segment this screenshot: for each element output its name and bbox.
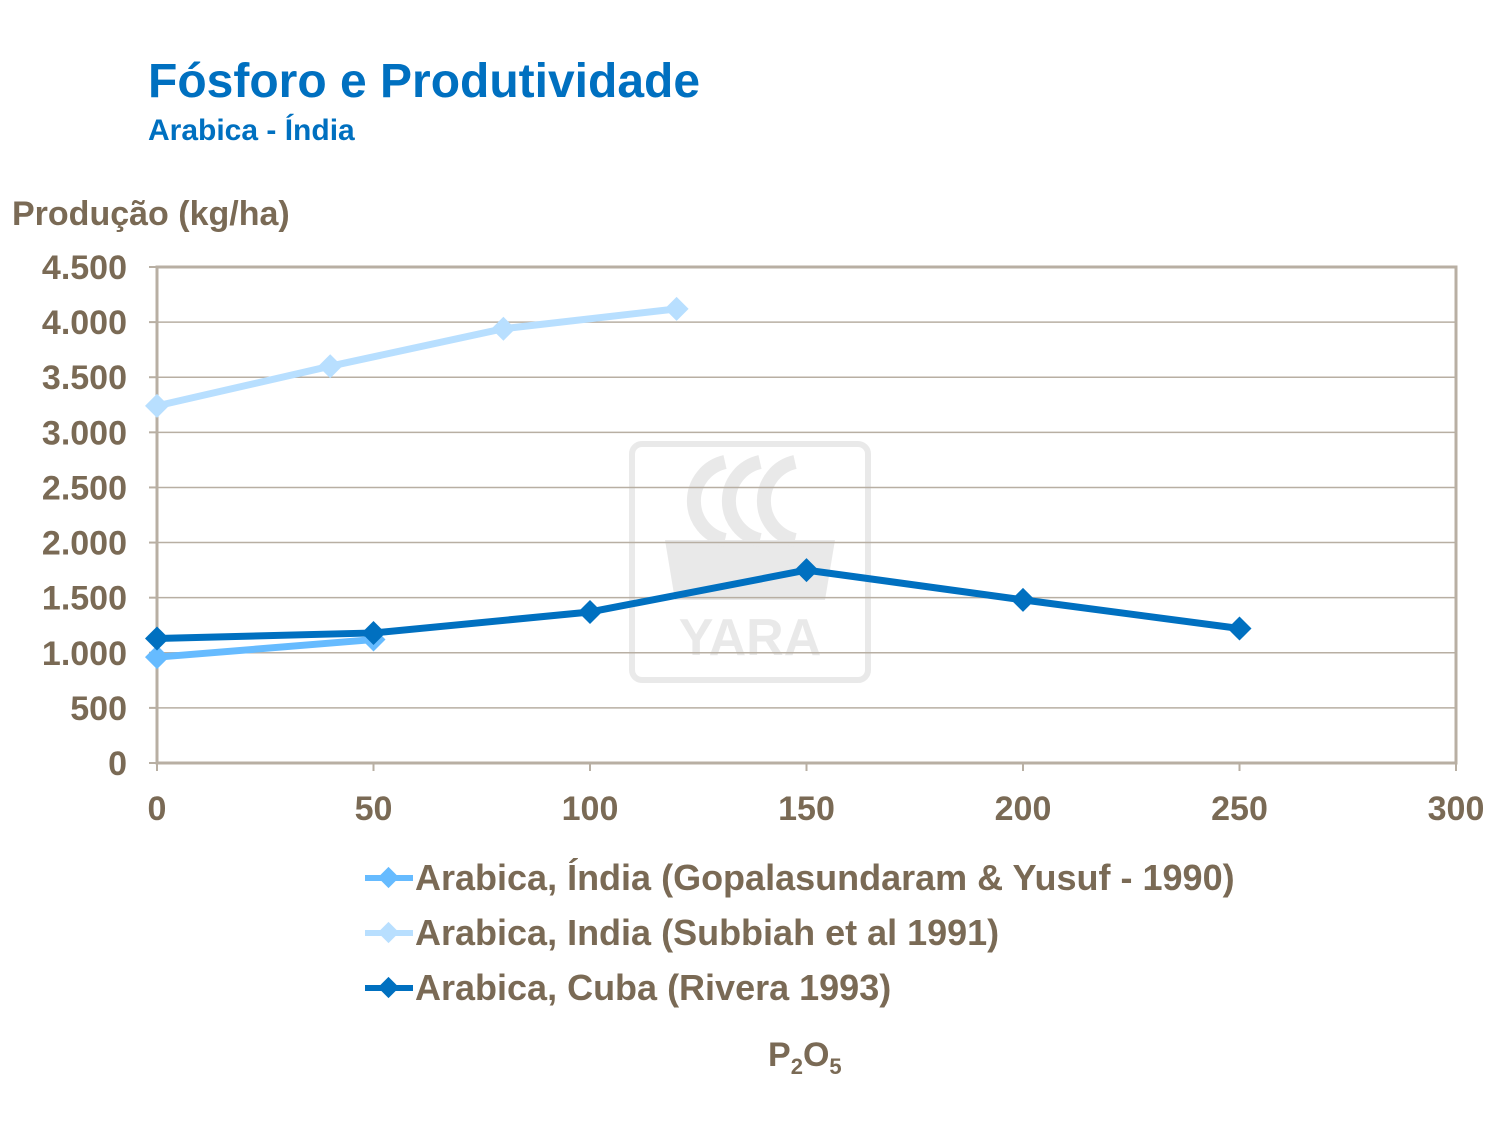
- y-tick-label: 3.000: [42, 414, 127, 452]
- chart-subtitle: Arabica - Índia: [148, 114, 355, 147]
- data-point-marker: [1227, 616, 1252, 641]
- legend-item: Arabica, India (Subbiah et al 1991): [365, 905, 1235, 960]
- x-tick-label: 0: [148, 790, 167, 828]
- y-tick-label: 1.500: [42, 580, 127, 618]
- legend-swatch: [365, 866, 413, 890]
- y-tick-label: 500: [70, 690, 127, 728]
- x-label-sub2: 5: [829, 1053, 842, 1079]
- series-line: [156, 636, 374, 661]
- x-label-sub1: 2: [790, 1053, 803, 1079]
- data-point-marker: [491, 316, 516, 341]
- y-tick-label: 2.000: [42, 525, 127, 563]
- y-tick-label: 1.000: [42, 635, 127, 673]
- y-axis-label: Produção (kg/ha): [12, 195, 290, 233]
- y-tick-label: 2.500: [42, 469, 127, 507]
- plot-border: [155, 265, 1458, 765]
- series-line: [156, 566, 1240, 642]
- data-point-marker: [794, 558, 819, 583]
- data-point-marker: [318, 354, 343, 379]
- series-line: [156, 305, 677, 410]
- x-axis-label: P2O5: [768, 1036, 842, 1080]
- y-tick-label: 0: [108, 745, 127, 783]
- yara-watermark-logo: YARA: [629, 441, 871, 683]
- legend-label: Arabica, Índia (Gopalasundaram & Yusuf -…: [415, 856, 1235, 898]
- y-tick-label: 4.000: [42, 304, 127, 342]
- legend-label: Arabica, India (Subbiah et al 1991): [415, 911, 1000, 953]
- y-tick-label: 3.500: [42, 359, 127, 397]
- x-tick-label: 250: [1211, 790, 1268, 828]
- x-tick-label: 200: [995, 790, 1052, 828]
- data-point-marker: [145, 645, 169, 670]
- legend-item: Arabica, Cuba (Rivera 1993): [365, 960, 1235, 1015]
- x-tick-label: 300: [1428, 790, 1485, 828]
- y-tick-label: 4.500: [42, 249, 127, 287]
- data-point-marker: [1011, 587, 1035, 612]
- legend-swatch: [365, 976, 413, 1000]
- data-point-marker: [578, 599, 602, 624]
- x-tick-label: 150: [778, 790, 835, 828]
- legend-swatch: [365, 921, 413, 945]
- legend-item: Arabica, Índia (Gopalasundaram & Yusuf -…: [365, 850, 1235, 905]
- svg-text:YARA: YARA: [679, 609, 822, 667]
- data-point-marker: [361, 620, 386, 645]
- chart-title: Fósforo e Produtividade: [148, 55, 701, 108]
- data-point-marker: [664, 296, 689, 321]
- data-point-marker: [145, 626, 169, 651]
- x-label-o: O: [802, 1036, 830, 1074]
- x-tick-label: 100: [562, 790, 619, 828]
- data-point-marker: [145, 393, 169, 418]
- x-label-p: P: [768, 1036, 791, 1074]
- x-tick-label: 50: [355, 790, 393, 828]
- legend: Arabica, Índia (Gopalasundaram & Yusuf -…: [365, 850, 1235, 1015]
- legend-label: Arabica, Cuba (Rivera 1993): [415, 966, 892, 1008]
